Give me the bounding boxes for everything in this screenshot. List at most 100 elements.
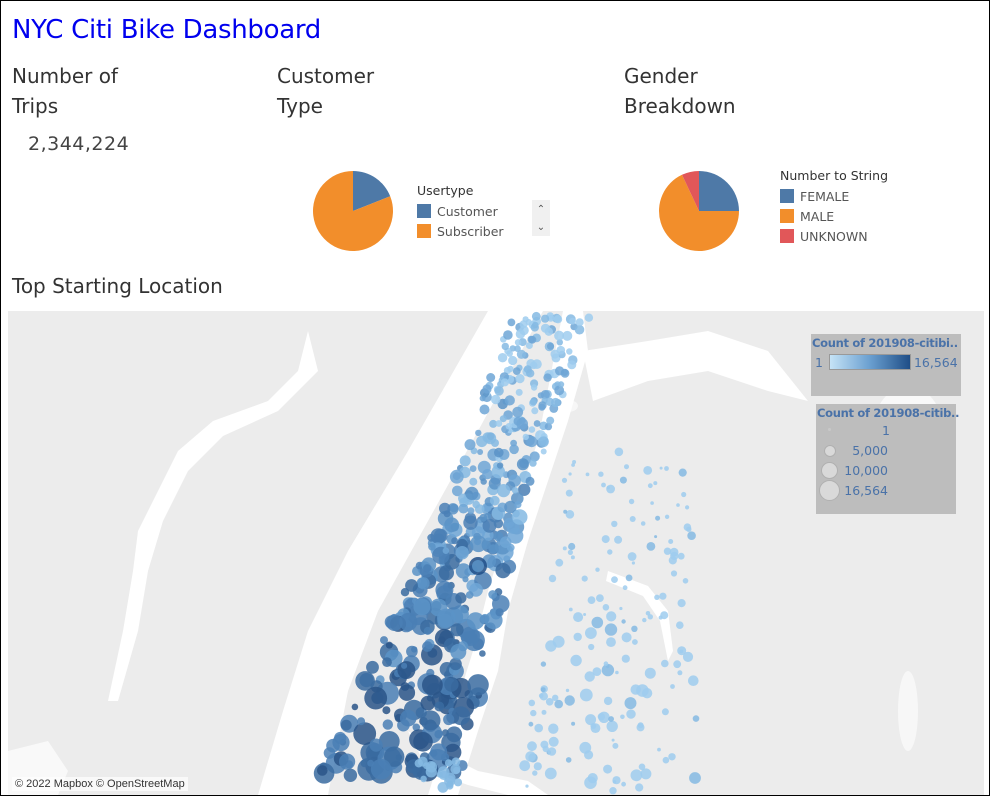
station-bubble[interactable] [526, 436, 538, 448]
station-bubble[interactable] [561, 477, 568, 483]
station-bubble[interactable] [482, 518, 497, 533]
station-bubble[interactable] [355, 671, 375, 691]
station-bubble[interactable] [583, 613, 587, 616]
station-bubble[interactable] [544, 327, 553, 336]
legend-item-unknown[interactable]: UNKNOWN [780, 226, 888, 246]
pie-slice-subscriber[interactable] [313, 171, 393, 251]
bubble-map[interactable]: Count of 201908-citibi.. 1 16,564 Count … [8, 311, 984, 795]
station-bubble[interactable] [603, 696, 613, 706]
station-bubble[interactable] [631, 625, 638, 632]
station-bubble[interactable] [449, 503, 459, 513]
station-bubble[interactable] [545, 640, 557, 652]
station-bubble[interactable] [444, 677, 459, 692]
station-bubble[interactable] [466, 612, 485, 630]
station-bubble[interactable] [511, 492, 524, 505]
station-bubble[interactable] [509, 444, 519, 455]
station-bubble[interactable] [507, 318, 516, 327]
station-bubble[interactable] [525, 784, 529, 788]
station-bubble[interactable] [451, 757, 461, 766]
station-bubble[interactable] [413, 732, 433, 752]
station-bubble[interactable] [562, 330, 573, 341]
station-bubble[interactable] [657, 747, 661, 752]
station-bubble[interactable] [339, 753, 356, 770]
station-bubble[interactable] [515, 329, 526, 339]
station-bubble[interactable] [497, 484, 511, 498]
station-bubble[interactable] [369, 738, 383, 752]
station-bubble[interactable] [527, 741, 537, 752]
station-bubble[interactable] [544, 767, 557, 780]
station-bubble[interactable] [595, 567, 600, 572]
station-bubble[interactable] [619, 606, 623, 611]
station-bubble[interactable] [579, 741, 592, 754]
station-bubble[interactable] [609, 787, 617, 795]
station-bubble[interactable] [495, 563, 511, 579]
station-bubble[interactable] [444, 775, 456, 787]
station-bubble[interactable] [614, 535, 623, 544]
station-bubble[interactable] [497, 353, 508, 363]
station-bubble[interactable] [406, 645, 418, 658]
station-bubble[interactable] [679, 649, 684, 654]
station-bubble[interactable] [670, 684, 675, 689]
station-bubble[interactable] [553, 315, 563, 324]
station-bubble[interactable] [567, 549, 574, 555]
station-bubble[interactable] [420, 695, 436, 711]
station-bubble[interactable] [495, 420, 503, 427]
station-bubble[interactable] [340, 719, 352, 731]
station-bubble[interactable] [587, 596, 596, 604]
station-bubbles[interactable] [313, 311, 701, 795]
station-bubble[interactable] [425, 761, 438, 773]
legend-item-customer[interactable]: Customer [417, 201, 504, 221]
station-bubble[interactable] [628, 498, 635, 505]
station-bubble[interactable] [420, 775, 427, 783]
station-bubble[interactable] [472, 560, 484, 572]
station-bubble[interactable] [572, 460, 577, 464]
station-bubble[interactable] [546, 416, 555, 425]
station-bubble[interactable] [399, 612, 418, 632]
station-bubble[interactable] [607, 549, 613, 555]
station-bubble[interactable] [547, 747, 557, 756]
station-bubble[interactable] [525, 751, 536, 762]
station-bubble[interactable] [608, 716, 614, 722]
station-bubble[interactable] [569, 317, 576, 325]
station-bubble[interactable] [462, 576, 469, 583]
station-bubble[interactable] [540, 448, 547, 455]
station-bubble[interactable] [519, 760, 531, 772]
station-bubble[interactable] [606, 637, 616, 647]
station-bubble[interactable] [601, 482, 606, 488]
station-bubble[interactable] [511, 487, 519, 494]
station-bubble[interactable] [612, 776, 621, 785]
station-bubble[interactable] [621, 654, 630, 663]
station-bubble[interactable] [567, 360, 577, 370]
station-bubble[interactable] [687, 531, 696, 540]
station-bubble[interactable] [573, 632, 582, 642]
station-bubble[interactable] [654, 535, 658, 539]
pie-slice-unknown[interactable] [681, 171, 699, 211]
station-bubble[interactable] [504, 500, 517, 514]
station-bubble[interactable] [584, 313, 594, 322]
station-bubble[interactable] [541, 314, 550, 323]
station-bubble[interactable] [505, 423, 513, 430]
station-bubble[interactable] [570, 654, 582, 667]
station-bubble[interactable] [620, 714, 625, 720]
station-bubble[interactable] [621, 781, 626, 787]
station-bubble[interactable] [611, 738, 615, 742]
station-bubble[interactable] [479, 650, 486, 657]
station-bubble[interactable] [542, 745, 549, 753]
station-bubble[interactable] [458, 503, 469, 514]
station-bubble[interactable] [525, 342, 533, 349]
station-bubble[interactable] [413, 598, 431, 616]
station-bubble[interactable] [527, 335, 535, 344]
station-bubble[interactable] [650, 501, 654, 505]
station-bubble[interactable] [538, 436, 549, 448]
station-bubble[interactable] [603, 661, 609, 666]
station-bubble[interactable] [504, 395, 515, 406]
station-bubble[interactable] [477, 449, 484, 455]
station-bubble[interactable] [351, 703, 359, 711]
station-bubble[interactable] [525, 476, 535, 486]
station-bubble[interactable] [528, 699, 536, 707]
station-bubble[interactable] [630, 769, 643, 782]
station-bubble[interactable] [611, 576, 618, 583]
station-bubble[interactable] [592, 667, 602, 676]
station-bubble[interactable] [534, 723, 543, 733]
station-bubble[interactable] [566, 348, 573, 355]
